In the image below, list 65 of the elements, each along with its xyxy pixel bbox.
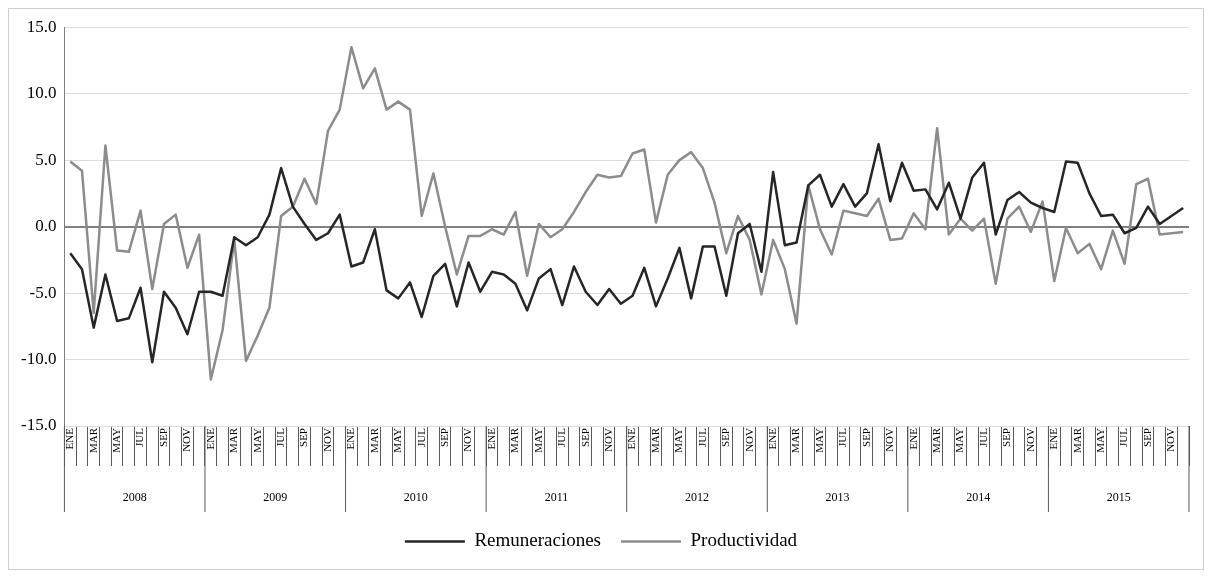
- text: 2009: [263, 490, 288, 505]
- x-tick-label: ENE: [766, 427, 779, 450]
- x-tick-label: NOV: [742, 427, 755, 452]
- x-tick-label: MAY: [812, 427, 825, 453]
- x-tick-label: SEP: [438, 428, 451, 447]
- x-tick-label: NOV: [602, 427, 615, 452]
- x-tick-label: ENE: [63, 427, 76, 450]
- x-tick-label: NOV: [1164, 427, 1177, 452]
- text: 2014: [966, 490, 991, 505]
- y-tick-label: 5.0: [35, 149, 57, 169]
- y-tick-label: -15.0: [20, 415, 57, 435]
- x-tick-label: NOV: [320, 427, 333, 452]
- x-tick-label: MAR: [367, 427, 380, 454]
- x-tick-label: SEP: [1140, 428, 1153, 447]
- x-tick-label: MAY: [1094, 427, 1107, 453]
- text: 2015: [1106, 490, 1131, 505]
- x-tick-label: ENE: [344, 427, 357, 450]
- x-tick-label: MAY: [250, 427, 263, 453]
- x-tick-label: MAY: [531, 427, 544, 453]
- text: 2012: [684, 490, 709, 505]
- x-tick-label: SEP: [1000, 428, 1013, 447]
- x-tick-label: NOV: [883, 427, 896, 452]
- y-tick-label: -5.0: [29, 282, 57, 302]
- text: 2010: [403, 490, 428, 505]
- x-tick-label: SEP: [859, 428, 872, 447]
- x-tick-label: ENE: [203, 427, 216, 450]
- x-tick-label: ENE: [1047, 427, 1060, 450]
- y-tick-label: 15.0: [26, 16, 57, 36]
- x-tick-label: MAR: [789, 427, 802, 454]
- x-tick-label: NOV: [180, 427, 193, 452]
- x-tick-label: NOV: [461, 427, 474, 452]
- x-tick-label: SEP: [578, 428, 591, 447]
- x-tick-label: ENE: [625, 427, 638, 450]
- x-tick-label: JUL: [555, 427, 568, 447]
- x-tick-label: MAR: [930, 427, 943, 454]
- x-tick-label: MAR: [648, 427, 661, 454]
- x-tick-label: JUL: [414, 427, 427, 447]
- x-tick-label: MAY: [672, 427, 685, 453]
- x-tick-label: JUL: [1117, 427, 1130, 447]
- x-tick-label: JUL: [274, 427, 287, 447]
- x-tick-label: MAR: [86, 427, 99, 454]
- y-tick-label: 10.0: [26, 83, 57, 103]
- x-tick-label: ENE: [906, 427, 919, 450]
- x-tick-label: ENE: [484, 427, 497, 450]
- x-tick-label: JUL: [695, 427, 708, 447]
- y-tick-label: -10.0: [20, 349, 57, 368]
- text: 2008: [122, 490, 147, 505]
- x-tick-label: MAY: [391, 427, 404, 453]
- x-tick-label: NOV: [1023, 427, 1036, 452]
- legend-label: Remuneraciones: [474, 529, 602, 551]
- x-tick-label: JUL: [836, 427, 849, 447]
- x-tick-label: MAR: [508, 427, 521, 454]
- x-tick-label: SEP: [156, 428, 169, 447]
- y-tick-label: 0.0: [35, 216, 57, 236]
- x-tick-label: MAR: [1070, 427, 1083, 454]
- x-tick-label: MAY: [110, 427, 123, 453]
- x-tick-label: SEP: [719, 428, 732, 447]
- text: 2013: [825, 490, 850, 505]
- x-tick-label: MAY: [953, 427, 966, 453]
- x-tick-label: JUL: [133, 427, 146, 447]
- x-tick-label: MAR: [227, 427, 240, 454]
- x-tick-label: JUL: [976, 427, 989, 447]
- x-tick-label: SEP: [297, 428, 310, 447]
- text: 2011: [544, 490, 569, 505]
- legend-label: Productividad: [690, 529, 798, 551]
